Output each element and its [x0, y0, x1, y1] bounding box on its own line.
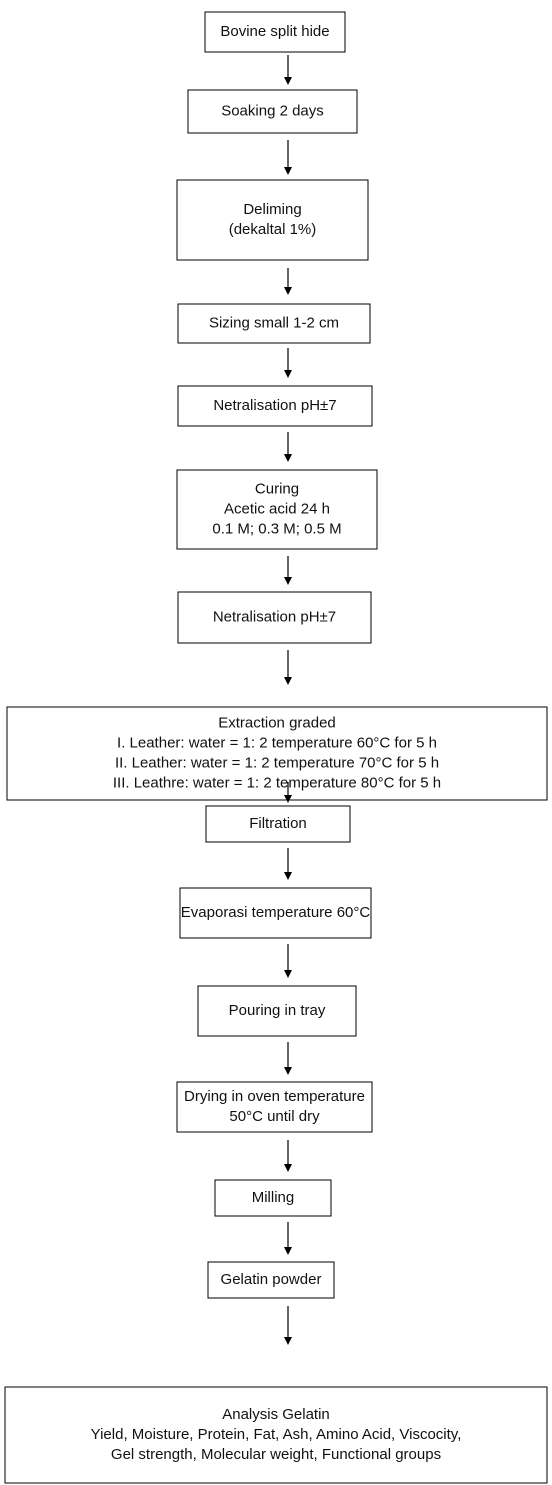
box-label: Soaking 2 days [221, 102, 324, 119]
box-label: 50°C until dry [229, 1108, 320, 1125]
arrowhead [284, 970, 292, 978]
box-label: II. Leather: water = 1: 2 temperature 70… [115, 754, 439, 771]
process-box [4, 1386, 548, 1484]
box-label: Extraction graded [218, 714, 336, 731]
arrowhead [284, 454, 292, 462]
arrowhead [284, 167, 292, 175]
box-label: Evaporasi temperature 60°C [181, 904, 371, 921]
arrowhead [284, 370, 292, 378]
box-label: Deliming [243, 201, 301, 218]
box-label: Gel strength, Molecular weight, Function… [111, 1446, 441, 1463]
box-label: Curing [255, 480, 299, 497]
arrowhead [284, 1337, 292, 1345]
box-label: Bovine split hide [220, 23, 329, 40]
process-box [197, 985, 357, 1037]
process-box [179, 887, 372, 939]
process-box [204, 11, 346, 53]
box-label: Analysis Gelatin [222, 1406, 330, 1423]
box-label: I. Leather: water = 1: 2 temperature 60°… [117, 734, 437, 751]
box-label: Milling [252, 1189, 295, 1206]
box-label: Acetic acid 24 h [224, 500, 330, 517]
arrowhead [284, 677, 292, 685]
arrowhead [284, 77, 292, 85]
box-label: Netralisation pH±7 [213, 608, 336, 625]
box-label: Drying in oven temperature [184, 1088, 365, 1105]
process-box [205, 805, 351, 843]
arrowhead [284, 577, 292, 585]
process-box [176, 469, 378, 550]
process-box [176, 1081, 373, 1133]
process-box [177, 385, 373, 427]
arrowhead [284, 795, 292, 803]
box-label: Filtration [249, 815, 307, 832]
process-box [214, 1179, 332, 1217]
arrowhead [284, 872, 292, 880]
process-box [177, 303, 371, 344]
box-label: Yield, Moisture, Protein, Fat, Ash, Amin… [91, 1426, 462, 1443]
arrowhead [284, 287, 292, 295]
process-box [6, 706, 548, 801]
arrowhead [284, 1067, 292, 1075]
process-box [187, 89, 358, 134]
process-box [207, 1261, 335, 1299]
box-label: (dekaltal 1%) [229, 221, 317, 238]
arrowhead [284, 1247, 292, 1255]
arrowhead [284, 1164, 292, 1172]
process-box [176, 179, 369, 261]
box-label: Netralisation pH±7 [213, 397, 336, 414]
process-box [177, 591, 372, 644]
box-label: III. Leathre: water = 1: 2 temperature 8… [113, 774, 441, 791]
box-label: Sizing small 1-2 cm [209, 314, 339, 331]
box-label: 0.1 M; 0.3 M; 0.5 M [212, 520, 341, 537]
box-label: Pouring in tray [229, 1002, 326, 1019]
box-label: Gelatin powder [221, 1271, 322, 1288]
